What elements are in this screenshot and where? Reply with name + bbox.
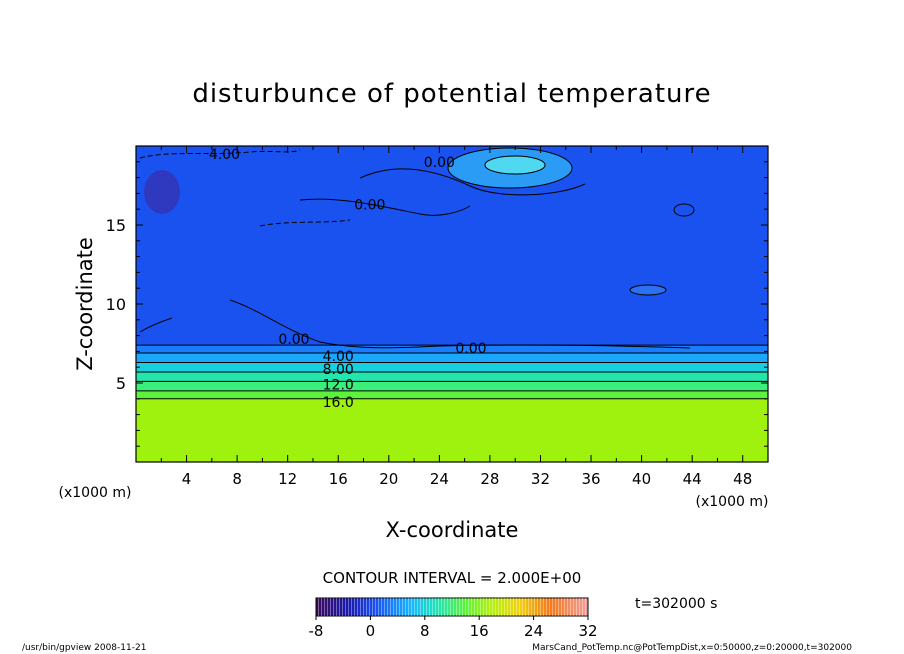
contour-label-7: 12.0 [323, 378, 354, 394]
contour-label-6: 8.00 [323, 362, 354, 378]
small-blob-right-lower [629, 284, 667, 296]
x-tick-label-1: 8 [232, 470, 242, 488]
y-axis-label: Z-coordinate [73, 237, 97, 371]
contour-label-8: 16.0 [323, 395, 354, 411]
contour-label-1: 0.00 [424, 155, 455, 171]
x-axis-label: X-coordinate [386, 518, 519, 542]
y-tick-label-2: 15 [106, 216, 126, 235]
footer-left: /usr/bin/gpview 2008-11-21 [22, 643, 146, 653]
contour-line-left-wave [139, 317, 173, 333]
colorbar-tick-label-4: 24 [524, 622, 543, 640]
contour-interval-label: CONTOUR INTERVAL = 2.000E+00 [323, 569, 582, 587]
colorbar-tick-label-2: 8 [420, 622, 430, 640]
field-layer-5 [136, 352, 768, 363]
contour-line-dashed-top [139, 149, 301, 159]
colorbar-ticks: -8 0 8 16 24 32 [309, 616, 598, 640]
warm-anomaly-core [484, 155, 546, 175]
x-unit-right: (x1000 m) [696, 494, 769, 510]
contour-line-dashed-mid [259, 219, 351, 227]
x-tick-label-7: 32 [531, 470, 550, 488]
x-tick-label-0: 4 [182, 470, 192, 488]
heatmap-field [136, 146, 768, 462]
footer-right: MarsCand_PotTemp.nc@PotTempDist,x=0:5000… [532, 643, 852, 653]
contour-line-lower-wave [229, 299, 691, 349]
colorbar-tick-label-0: -8 [309, 622, 324, 640]
x-tick-label-5: 24 [430, 470, 449, 488]
x-tick-label-11: 48 [733, 470, 752, 488]
cold-anomaly-blob [144, 170, 180, 214]
colorbar-tick-label-5: 32 [578, 622, 597, 640]
contour-label-2: 0.00 [354, 197, 385, 213]
contour-label-5: 4.00 [323, 349, 354, 365]
y-tick-label-0: 5 [116, 374, 126, 393]
field-layer-3 [136, 371, 768, 382]
x-unit-left: (x1000 m) [59, 485, 132, 501]
contour-line-upper [359, 168, 586, 196]
field-layer-7 [136, 146, 768, 346]
x-axis: 4 8 12 16 20 24 28 32 36 40 44 48 [160, 146, 752, 488]
x-tick-label-2: 12 [278, 470, 297, 488]
field-layer-0 [136, 398, 768, 462]
contour-label-3: 0.00 [278, 332, 309, 348]
x-tick-label-6: 28 [480, 470, 499, 488]
x-tick-label-8: 36 [581, 470, 600, 488]
small-blob-right [673, 203, 695, 217]
x-tick-label-9: 40 [632, 470, 651, 488]
contour-label-4: 0.00 [455, 341, 486, 357]
time-label: t=302000 s [635, 596, 717, 612]
colorbar-tick-label-3: 16 [470, 622, 489, 640]
field-layer-6 [136, 345, 768, 353]
y-tick-label-1: 10 [106, 295, 126, 314]
x-tick-label-10: 44 [683, 470, 702, 488]
field-layer-1 [136, 390, 768, 399]
colorbar-stripes [316, 598, 588, 616]
colorbar-tick-label-1: 0 [366, 622, 376, 640]
field-layer-2 [136, 381, 768, 391]
contour-label-0: 4.00 [209, 147, 240, 163]
field-layer-4 [136, 362, 768, 372]
x-tick-label-3: 16 [329, 470, 348, 488]
contour-features [139, 147, 695, 349]
y-axis: 5 10 15 [106, 161, 768, 447]
x-tick-label-4: 20 [379, 470, 398, 488]
contour-line-mid [299, 198, 471, 216]
chart-title: disturbunce of potential temperature [192, 79, 711, 109]
